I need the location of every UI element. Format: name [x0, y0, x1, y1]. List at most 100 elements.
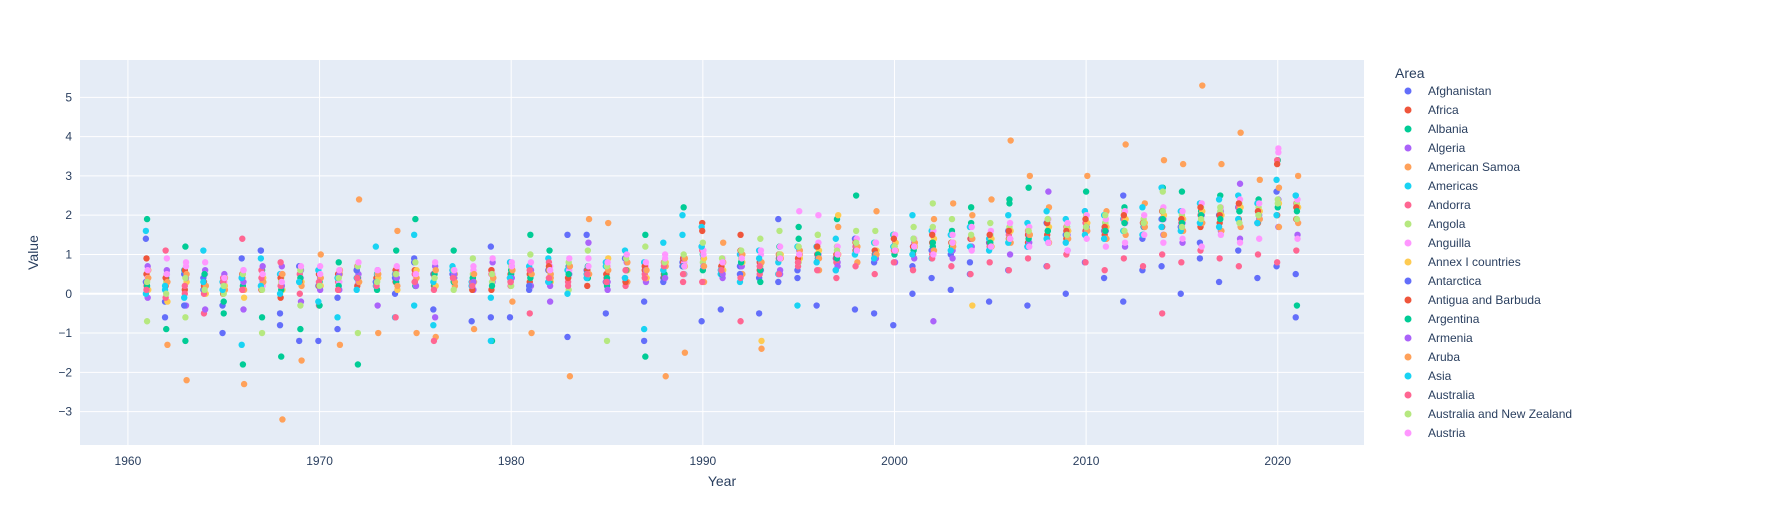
data-point[interactable]	[528, 329, 535, 337]
data-point[interactable]	[278, 278, 286, 286]
data-point[interactable]	[643, 266, 650, 274]
data-point[interactable]	[220, 282, 227, 290]
data-point[interactable]	[585, 263, 592, 270]
data-point[interactable]	[662, 373, 669, 380]
data-point[interactable]	[182, 243, 189, 250]
data-point[interactable]	[699, 239, 707, 246]
data-point[interactable]	[661, 274, 669, 282]
data-point[interactable]	[1026, 172, 1034, 180]
data-point[interactable]	[795, 223, 802, 231]
data-point[interactable]	[1062, 239, 1069, 246]
data-point[interactable]	[987, 243, 995, 250]
data-point[interactable]	[1294, 235, 1301, 242]
data-point[interactable]	[871, 270, 878, 278]
data-point[interactable]	[1045, 239, 1052, 246]
data-point[interactable]	[354, 329, 362, 337]
data-point[interactable]	[640, 337, 648, 345]
data-point[interactable]	[929, 223, 937, 231]
data-point[interactable]	[1236, 208, 1243, 215]
data-point[interactable]	[1215, 278, 1223, 286]
data-point[interactable]	[392, 314, 399, 321]
data-point[interactable]	[182, 337, 189, 345]
data-point[interactable]	[279, 270, 286, 278]
data-point[interactable]	[546, 298, 554, 305]
data-point[interactable]	[1178, 259, 1185, 266]
data-point[interactable]	[298, 357, 305, 364]
legend-item[interactable]: Argentina	[1404, 312, 1480, 326]
data-point[interactable]	[1102, 227, 1109, 235]
data-point[interactable]	[276, 290, 284, 297]
data-point[interactable]	[604, 286, 611, 294]
data-point[interactable]	[355, 196, 363, 203]
data-point[interactable]	[182, 314, 189, 321]
data-point[interactable]	[470, 325, 478, 333]
data-point[interactable]	[182, 274, 189, 282]
data-point[interactable]	[717, 306, 724, 313]
data-point[interactable]	[737, 274, 744, 282]
data-point[interactable]	[546, 247, 553, 254]
data-point[interactable]	[1101, 266, 1108, 274]
data-point[interactable]	[832, 266, 839, 274]
data-point[interactable]	[622, 266, 629, 274]
data-point[interactable]	[755, 310, 763, 317]
data-point[interactable]	[394, 282, 401, 290]
data-point[interactable]	[700, 263, 708, 270]
data-point[interactable]	[910, 235, 917, 242]
data-point[interactable]	[679, 231, 686, 239]
data-point[interactable]	[1236, 239, 1244, 246]
data-point[interactable]	[143, 286, 150, 294]
data-point[interactable]	[258, 329, 266, 337]
data-point[interactable]	[929, 200, 937, 207]
data-point[interactable]	[852, 263, 859, 270]
data-point[interactable]	[661, 255, 669, 262]
data-point[interactable]	[335, 274, 342, 282]
data-point[interactable]	[986, 231, 993, 239]
data-point[interactable]	[910, 223, 917, 231]
data-point[interactable]	[815, 211, 822, 219]
data-point[interactable]	[853, 247, 860, 254]
data-point[interactable]	[699, 278, 706, 286]
data-point[interactable]	[220, 310, 227, 317]
data-point[interactable]	[794, 302, 801, 309]
data-point[interactable]	[756, 263, 763, 270]
data-point[interactable]	[852, 239, 860, 246]
data-point[interactable]	[1063, 231, 1071, 239]
data-point[interactable]	[297, 263, 305, 270]
data-point[interactable]	[1140, 219, 1147, 227]
data-point[interactable]	[698, 318, 705, 325]
data-point[interactable]	[794, 259, 802, 266]
data-point[interactable]	[967, 231, 975, 239]
data-point[interactable]	[257, 255, 265, 262]
data-point[interactable]	[872, 227, 879, 235]
data-point[interactable]	[623, 251, 630, 258]
data-point[interactable]	[737, 247, 745, 254]
data-point[interactable]	[334, 286, 342, 294]
data-point[interactable]	[334, 314, 341, 321]
data-point[interactable]	[681, 349, 689, 356]
data-point[interactable]	[374, 266, 381, 274]
data-point[interactable]	[583, 231, 590, 239]
data-point[interactable]	[316, 270, 324, 278]
data-point[interactable]	[506, 314, 514, 321]
data-point[interactable]	[431, 314, 439, 321]
data-point[interactable]	[489, 255, 496, 262]
data-point[interactable]	[1255, 211, 1262, 219]
data-point[interactable]	[775, 215, 782, 223]
data-point[interactable]	[928, 274, 935, 282]
data-point[interactable]	[1025, 184, 1032, 191]
data-point[interactable]	[584, 282, 591, 290]
data-point[interactable]	[909, 211, 916, 219]
data-point[interactable]	[1235, 200, 1243, 207]
data-point[interactable]	[469, 255, 477, 262]
data-point[interactable]	[450, 247, 457, 254]
data-point[interactable]	[640, 298, 648, 305]
data-point[interactable]	[239, 235, 246, 242]
data-point[interactable]	[1024, 255, 1032, 262]
data-point[interactable]	[431, 259, 439, 266]
data-point[interactable]	[1254, 251, 1262, 258]
data-point[interactable]	[1005, 266, 1013, 274]
data-point[interactable]	[1275, 149, 1282, 156]
legend-item[interactable]: Antigua and Barbuda	[1404, 293, 1542, 307]
data-point[interactable]	[602, 310, 610, 317]
data-point[interactable]	[564, 333, 571, 341]
